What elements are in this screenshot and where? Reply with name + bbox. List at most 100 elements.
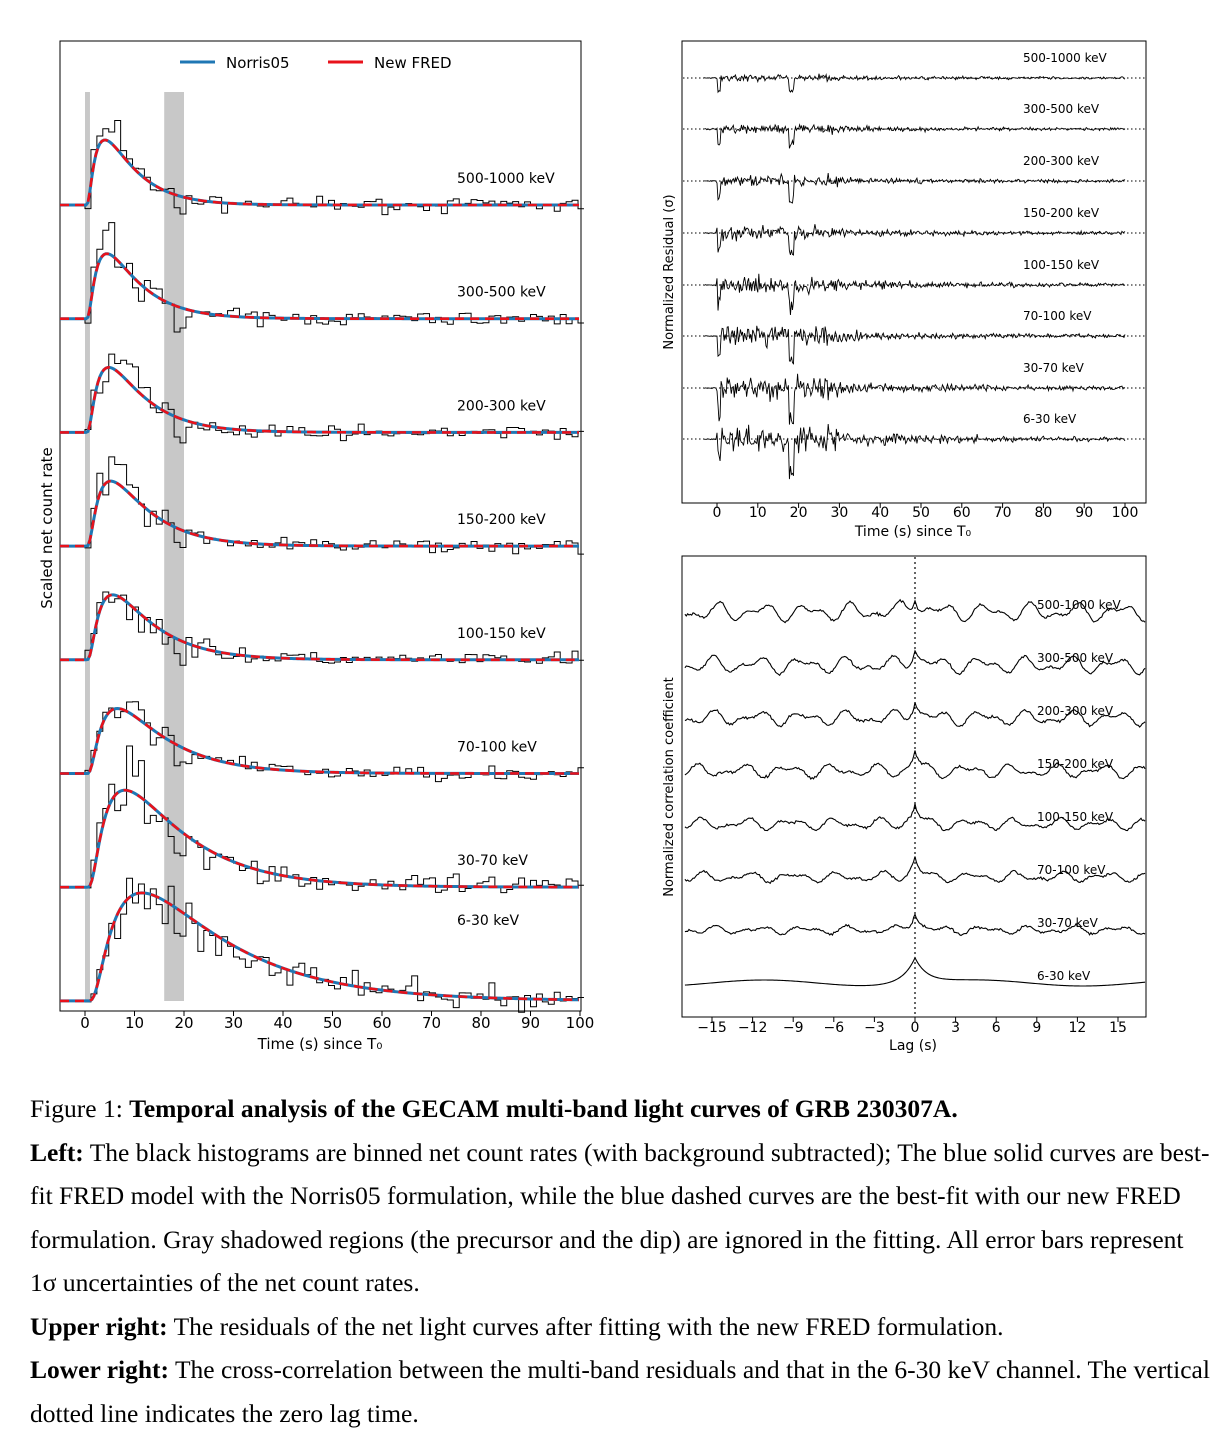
ccf-band-label: 300-500 keV [1037, 651, 1114, 665]
x-tick-label: 60 [953, 505, 971, 521]
ccf-line [684, 956, 1146, 987]
residual-band-label: 500-1000 keV [1023, 51, 1107, 65]
ccf-line [684, 598, 1146, 624]
band-label: 300-500 keV [457, 285, 546, 301]
x-tick-label: −12 [738, 1020, 768, 1036]
norris05-fit [60, 891, 580, 1003]
residual-band-label: 100-150 keV [1023, 258, 1100, 272]
x-tick-label: 40 [273, 1014, 292, 1032]
histogram-line [60, 222, 584, 333]
x-tick-label: 50 [323, 1014, 342, 1032]
residual-line [704, 325, 1126, 365]
residual-y-axis-label: Normalized Residual (σ) [662, 194, 677, 349]
x-tick-label: 90 [1075, 505, 1093, 521]
x-tick-label: 80 [1034, 505, 1052, 521]
ccf-line [684, 912, 1146, 937]
new-fred-fit [60, 252, 580, 320]
x-tick-label: −3 [864, 1020, 885, 1036]
ccf-x-ticks: −15 −12 −9 −6 −3 0 3 6 9 12 15 [697, 1017, 1127, 1036]
band-label: 500-1000 keV [457, 171, 555, 187]
new-fred-fit [60, 366, 580, 434]
residual-curves: 500-1000 keV 300-500 keV 200-300 keV 150-20… [683, 51, 1145, 480]
ccf-y-axis-label: Normalized correlation coefficient [662, 677, 677, 897]
x-tick-label: 15 [1109, 1020, 1127, 1036]
x-tick-label: 6 [992, 1020, 1001, 1036]
residual-x-ticks: 0 10 20 30 40 50 60 70 80 90 100 [713, 503, 1138, 521]
x-tick-label: 9 [1032, 1020, 1041, 1036]
residual-line [704, 423, 1126, 480]
x-tick-label: 12 [1068, 1020, 1086, 1036]
caption-title: Temporal analysis of the GECAM multi-ban… [129, 1094, 958, 1123]
band-label: 6-30 keV [457, 913, 519, 929]
histogram-line [60, 877, 584, 1013]
residual-line [704, 273, 1126, 316]
x-tick-label: 30 [224, 1014, 243, 1032]
residual-line [704, 123, 1126, 149]
x-tick-label: 0 [911, 1020, 920, 1036]
x-tick-label: 30 [830, 505, 848, 521]
x-tick-label: 10 [749, 505, 767, 521]
ccf-band-label: 30-70 keV [1037, 916, 1099, 930]
residual-band-label: 150-200 keV [1023, 206, 1100, 220]
legend-norris05-label: Norris05 [226, 54, 290, 72]
x-tick-label: 50 [912, 505, 930, 521]
left-x-axis-label: Time (s) since T₀ [257, 1035, 383, 1053]
ccf-x-axis-label: Lag (s) [889, 1038, 937, 1054]
new-fred-fit [60, 707, 580, 775]
caption-left-heading: Left: [30, 1137, 84, 1167]
new-fred-fit [60, 891, 580, 1003]
new-fred-fit [60, 788, 580, 889]
ccf-line [684, 803, 1146, 832]
ccf-band-label: 500-1000 keV [1037, 598, 1121, 612]
x-tick-label: 60 [372, 1014, 391, 1032]
band-label: 30-70 keV [457, 853, 528, 869]
left-panel: 500-1000 keV 300-500 keV 200-300 keV 150-20… [38, 40, 594, 1053]
residual-line [704, 172, 1126, 204]
histogram-line [60, 456, 584, 555]
x-tick-label: 90 [521, 1014, 540, 1032]
left-plot-frame [59, 40, 582, 1012]
new-fred-fit [60, 593, 580, 662]
x-tick-label: 80 [471, 1014, 490, 1032]
ccf-band-label: 100-150 keV [1037, 810, 1114, 824]
ccf-band-label: 6-30 keV [1037, 969, 1091, 983]
residual-x-axis-label: Time (s) since T₀ [854, 524, 972, 540]
new-fred-fit [60, 479, 580, 548]
ccf-line [684, 750, 1146, 780]
caption-lower-right-text: The cross-correlation between the multi-… [30, 1355, 1210, 1428]
ccf-line [684, 649, 1146, 677]
x-tick-label: 0 [713, 505, 722, 521]
residual-band-label: 30-70 keV [1023, 361, 1085, 375]
x-tick-label: 70 [422, 1014, 441, 1032]
residual-band-label: 70-100 keV [1023, 309, 1092, 323]
ccf-band-label: 200-300 keV [1037, 704, 1114, 718]
figure-canvas: 500-1000 keV 300-500 keV 200-300 keV 150-20… [38, 40, 1147, 1054]
x-tick-label: 70 [994, 505, 1012, 521]
band-label: 150-200 keV [457, 512, 546, 528]
x-tick-label: 20 [174, 1014, 193, 1032]
legend-newfred-label: New FRED [374, 54, 452, 72]
ccf-plot-frame [681, 555, 1147, 1018]
x-tick-label: 3 [951, 1020, 960, 1036]
histogram-line [60, 701, 584, 783]
caption-upper-right-text: The residuals of the net light curves af… [167, 1311, 1004, 1341]
caption-left-text: The black histograms are binned net coun… [30, 1137, 1210, 1298]
x-tick-label: 100 [566, 1014, 595, 1032]
histogram-line [60, 745, 584, 894]
left-x-ticks: 0 10 20 30 40 50 60 70 80 90 100 [80, 1011, 594, 1032]
norris05-fit [60, 788, 580, 889]
x-tick-label: −15 [697, 1020, 727, 1036]
band-label: 70-100 keV [457, 740, 537, 756]
x-tick-label: 0 [80, 1014, 90, 1032]
residual-line [704, 73, 1126, 94]
histogram-line [60, 119, 584, 216]
dip-shade [164, 92, 184, 1001]
ccf-line [684, 856, 1146, 885]
histogram-line [60, 591, 584, 666]
ccf-line [684, 702, 1146, 728]
x-tick-label: −9 [783, 1020, 804, 1036]
norris05-fit [60, 138, 580, 207]
caption-lower-right-heading: Lower right: [30, 1355, 170, 1384]
x-tick-label: 10 [125, 1014, 144, 1032]
band-label: 200-300 keV [457, 398, 546, 414]
